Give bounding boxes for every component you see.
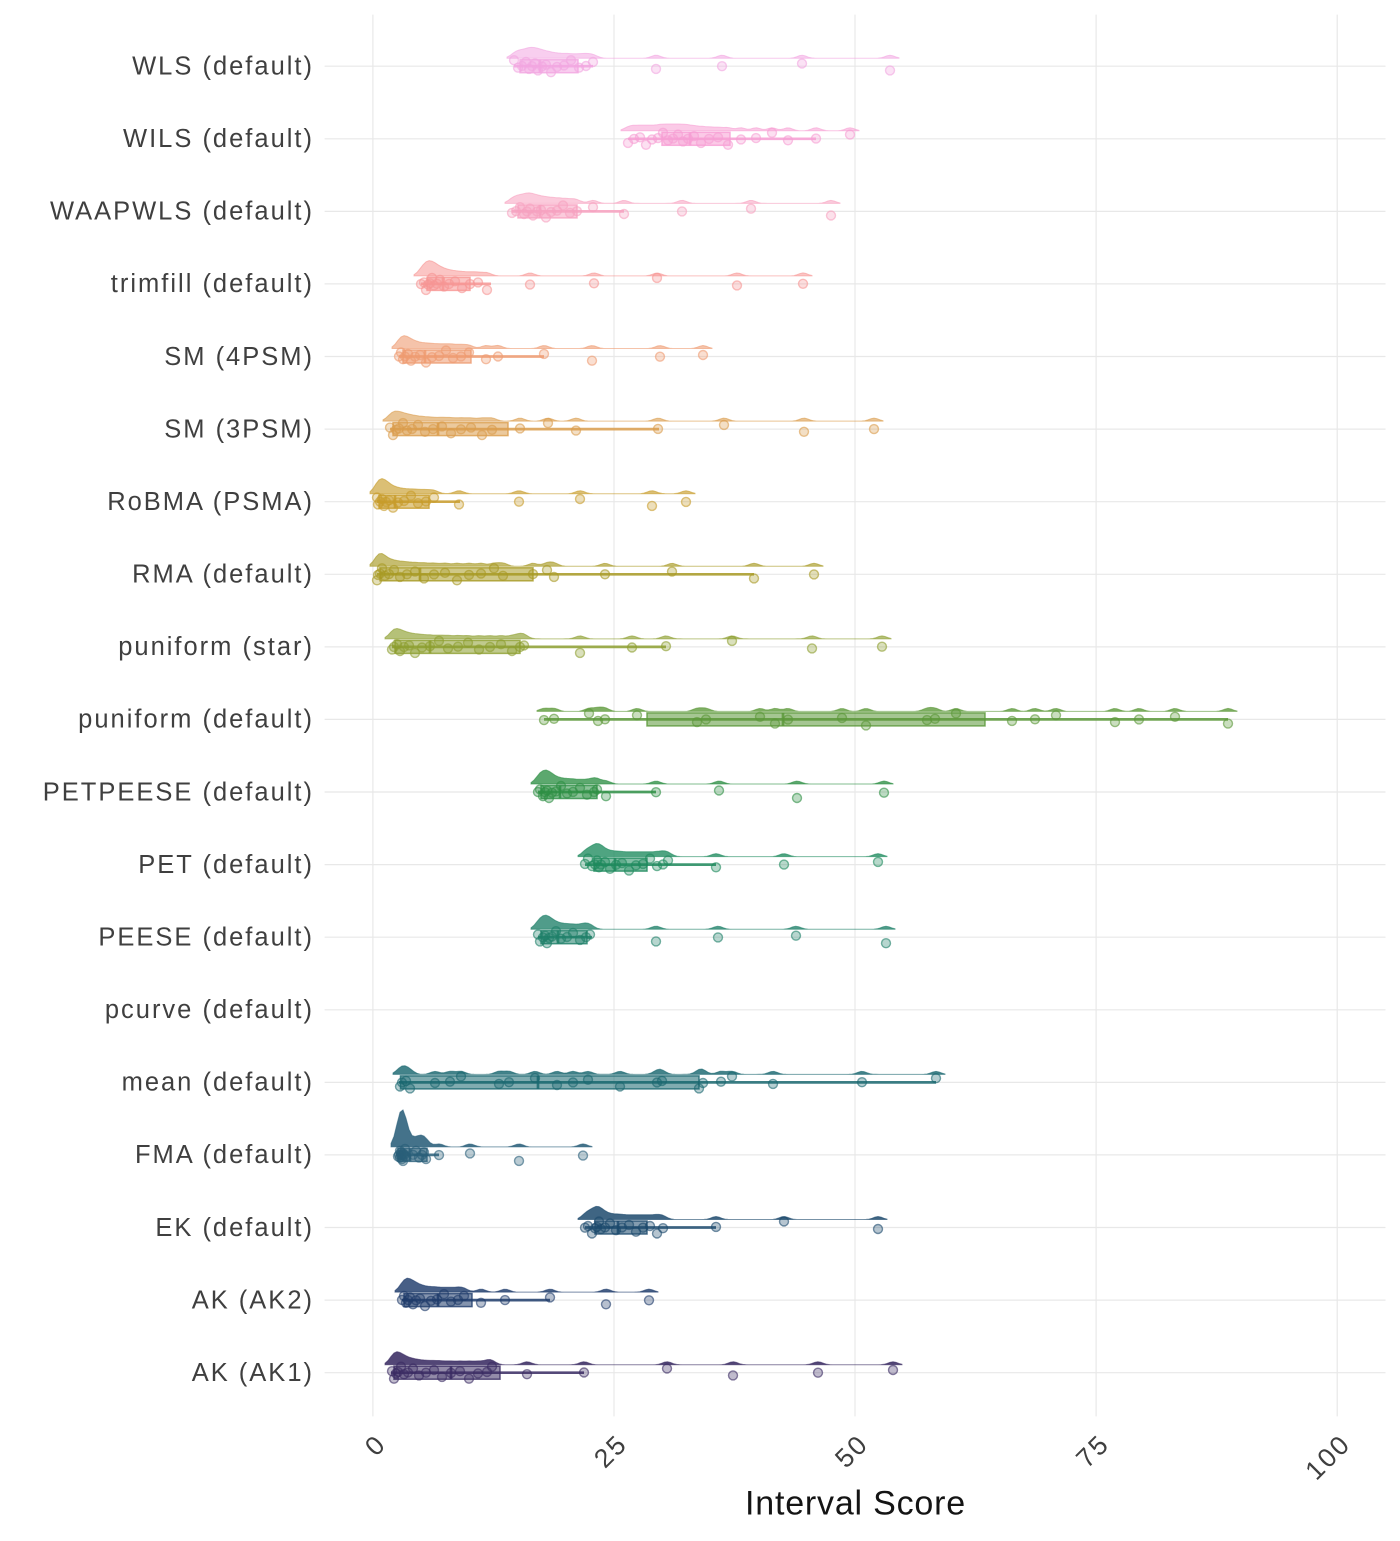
- svg-text:PET (default): PET (default): [138, 851, 314, 879]
- svg-text:Interval Score: Interval Score: [745, 1485, 966, 1523]
- svg-text:mean (default): mean (default): [122, 1069, 314, 1097]
- svg-text:RoBMA (PSMA): RoBMA (PSMA): [107, 488, 314, 516]
- svg-text:FMA (default): FMA (default): [135, 1141, 314, 1169]
- svg-text:AK (AK2): AK (AK2): [192, 1286, 314, 1314]
- svg-text:AK (AK1): AK (AK1): [192, 1359, 314, 1387]
- svg-text:SM (4PSM): SM (4PSM): [164, 343, 314, 371]
- svg-text:WAAPWLS (default): WAAPWLS (default): [50, 198, 314, 226]
- svg-text:PEESE (default): PEESE (default): [98, 924, 314, 952]
- svg-text:SM (3PSM): SM (3PSM): [164, 415, 314, 443]
- svg-text:pcurve (default): pcurve (default): [105, 996, 314, 1024]
- svg-text:puniform (star): puniform (star): [118, 633, 314, 661]
- svg-text:trimfill (default): trimfill (default): [111, 270, 314, 298]
- svg-text:WLS (default): WLS (default): [132, 53, 314, 81]
- svg-text:RMA (default): RMA (default): [132, 561, 314, 589]
- svg-text:EK (default): EK (default): [155, 1214, 314, 1242]
- svg-text:puniform (default): puniform (default): [78, 706, 314, 734]
- svg-text:WILS (default): WILS (default): [123, 125, 314, 153]
- svg-text:PETPEESE (default): PETPEESE (default): [43, 778, 314, 806]
